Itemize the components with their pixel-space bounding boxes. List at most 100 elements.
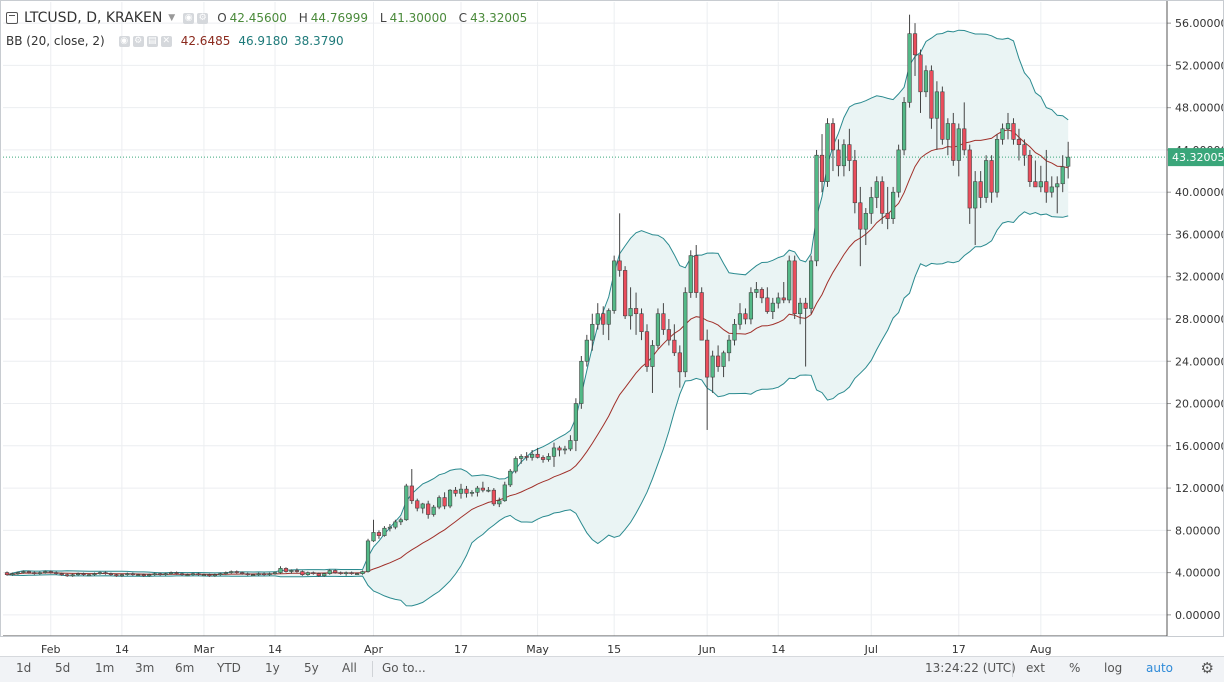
candle-body: [469, 491, 475, 494]
candle-body: [617, 260, 622, 271]
clock-time[interactable]: 13:24:22 (UTC): [925, 661, 1016, 675]
candle-body: [48, 571, 53, 573]
candle: [360, 570, 365, 575]
candle: [415, 498, 420, 512]
candle: [256, 572, 261, 576]
bb-lower-value: 38.3790: [293, 34, 344, 48]
candle: [70, 573, 75, 577]
range-5y-button[interactable]: 5y: [304, 661, 319, 675]
candle-body: [606, 310, 611, 325]
candle: [130, 572, 135, 576]
candle-body: [261, 573, 267, 576]
candle-body: [885, 213, 890, 219]
price-chart[interactable]: 0.00000 4.00000 8.00000 12.00000 16.00000 20.…: [0, 0, 1224, 656]
eye-icon[interactable]: ◉: [118, 35, 130, 47]
range-1d-button[interactable]: 1d: [16, 661, 32, 675]
candle: [661, 303, 666, 335]
candle-body: [15, 572, 21, 574]
candle: [267, 572, 272, 576]
ext-toggle[interactable]: ext: [1026, 661, 1045, 675]
candle-body: [535, 453, 540, 458]
settings-icon[interactable]: ⚙: [197, 12, 209, 24]
candle: [404, 483, 409, 521]
symbol-dropdown-icon[interactable]: ▼: [168, 13, 176, 23]
format-icon[interactable]: ▤: [146, 35, 158, 47]
candle: [43, 570, 48, 574]
candle: [283, 567, 289, 573]
x-tick-label: May: [526, 643, 549, 656]
low-value: 41.30000: [389, 11, 447, 25]
candle: [606, 308, 611, 341]
candle-body: [1016, 139, 1022, 145]
candle-body: [677, 352, 682, 373]
range-3m-button[interactable]: 3m: [135, 661, 155, 675]
goto-button[interactable]: Go to...: [382, 661, 426, 675]
candle: [519, 454, 524, 464]
eye-icon[interactable]: ◉: [183, 12, 195, 24]
symbol-title[interactable]: LTCUSD, D, KRAKEN: [24, 10, 163, 26]
candle-body: [836, 149, 841, 167]
auto-toggle[interactable]: auto: [1146, 661, 1174, 675]
candle: [683, 287, 688, 378]
y-tick-label: 16.00000: [1175, 440, 1224, 453]
candle-body: [721, 352, 726, 367]
log-toggle[interactable]: log: [1104, 661, 1123, 675]
candle: [322, 572, 327, 577]
x-tick-label: 14: [115, 643, 129, 656]
candle-body: [190, 573, 196, 576]
candle-body: [245, 573, 250, 576]
settings-icon[interactable]: ⚙: [132, 35, 144, 47]
range-5d-button[interactable]: 5d: [55, 661, 71, 675]
close-value: 43.32005: [470, 11, 528, 25]
chart-menu-icon[interactable]: [6, 12, 18, 24]
y-tick-label: 40.00000: [1175, 186, 1224, 199]
candle: [437, 495, 442, 510]
candle: [26, 570, 31, 574]
candle-body: [573, 403, 578, 441]
candle: [196, 572, 201, 576]
candle-body: [694, 255, 699, 293]
candle-body: [551, 447, 557, 457]
candle: [147, 573, 152, 577]
close-icon[interactable]: ✕: [160, 35, 172, 47]
candle-body: [508, 470, 513, 486]
percent-toggle[interactable]: %: [1069, 661, 1081, 675]
candle: [573, 398, 578, 452]
candle-body: [546, 456, 551, 460]
candle-body: [623, 270, 628, 317]
candle-body: [858, 202, 863, 230]
candle-body: [201, 574, 207, 577]
candle: [808, 255, 814, 314]
candle-body: [360, 571, 365, 574]
candle: [97, 571, 103, 575]
candle-body: [1022, 144, 1027, 156]
candle-body: [81, 573, 86, 576]
candle-body: [737, 313, 743, 325]
candle-body: [218, 573, 223, 576]
candle: [218, 572, 223, 576]
gear-icon[interactable]: ⚙: [1200, 659, 1214, 677]
candle-body: [923, 70, 929, 93]
candle-body: [70, 574, 75, 577]
candle-body: [278, 568, 283, 573]
candle: [1055, 176, 1060, 214]
candle-body: [349, 572, 354, 574]
candle: [21, 570, 26, 574]
candle-body: [43, 571, 48, 573]
range-ytd-button[interactable]: YTD: [217, 661, 241, 675]
indicator-name[interactable]: BB (20, close, 2): [6, 34, 105, 48]
range-1y-button[interactable]: 1y: [265, 661, 280, 675]
candle-body: [819, 154, 825, 182]
candle-body: [918, 54, 923, 93]
candle-body: [103, 572, 108, 574]
candle-body: [655, 313, 661, 346]
x-tick-label: Mar: [194, 643, 215, 656]
range-6m-button[interactable]: 6m: [175, 661, 195, 675]
candle: [48, 570, 53, 574]
range-1m-button[interactable]: 1m: [95, 661, 115, 675]
candle-body: [1005, 123, 1011, 130]
candle-body: [825, 123, 830, 182]
range-all-button[interactable]: All: [342, 661, 357, 675]
candle: [37, 571, 42, 575]
candle: [699, 287, 704, 341]
